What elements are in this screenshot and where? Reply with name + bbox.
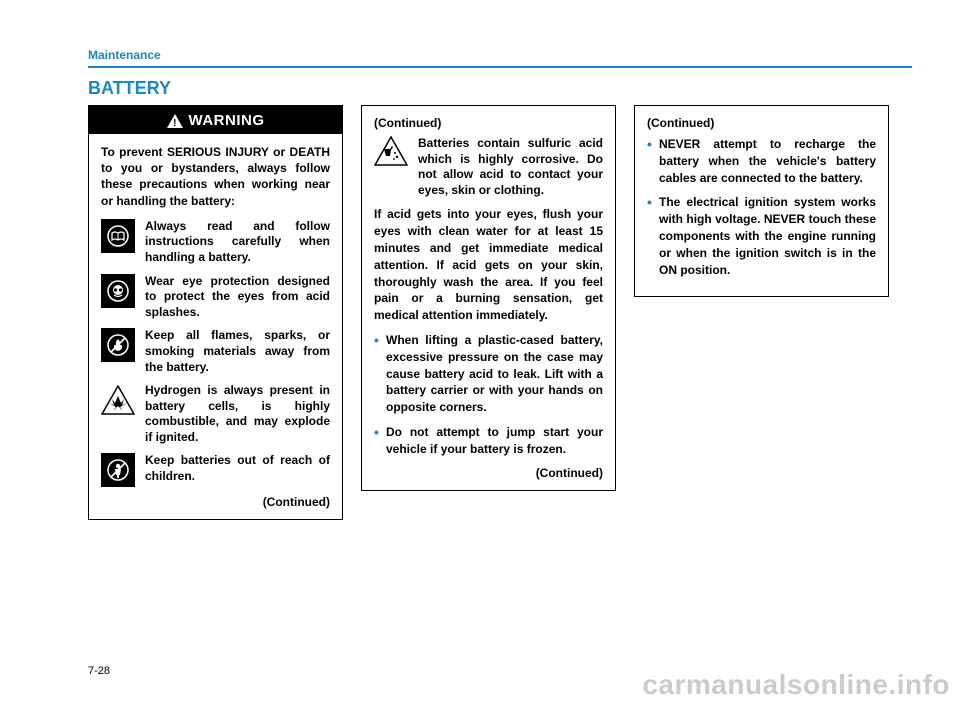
acid-icon bbox=[374, 136, 408, 166]
warning-triangle-icon: ! bbox=[167, 114, 183, 128]
acid-paragraph: If acid gets into your eyes, flush your … bbox=[374, 206, 603, 324]
warning-item-text: Keep all flames, sparks, or smoking mate… bbox=[145, 328, 330, 375]
header-rule bbox=[88, 66, 912, 68]
acid-row: Batteries contain sulfuric acid which is… bbox=[374, 136, 603, 198]
content-columns: ! WARNING To prevent SERIOUS INJURY or D… bbox=[88, 105, 912, 520]
manual-icon bbox=[101, 219, 135, 253]
warning-label: WARNING bbox=[189, 112, 265, 129]
section-header: Maintenance bbox=[88, 48, 912, 66]
warning-box: ! WARNING To prevent SERIOUS INJURY or D… bbox=[88, 105, 343, 520]
manual-page: Maintenance BATTERY ! WARNING To prevent… bbox=[0, 0, 960, 707]
acid-text: Batteries contain sulfuric acid which is… bbox=[418, 136, 603, 198]
warning-item-text: Keep batteries out of reach of children. bbox=[145, 453, 330, 484]
warning-item: Hydrogen is always present in battery ce… bbox=[101, 383, 330, 445]
col3-bullets: NEVER attempt to recharge the battery wh… bbox=[647, 136, 876, 278]
continued-header: (Continued) bbox=[647, 116, 876, 130]
continued-label: (Continued) bbox=[374, 466, 603, 480]
continued-box-2: (Continued) NEVER attempt to recharge th… bbox=[634, 105, 889, 297]
watermark: carmanualsonline.info bbox=[642, 669, 950, 701]
warning-item: Keep batteries out of reach of children. bbox=[101, 453, 330, 487]
continued-box-1: (Continued) Batteries contain sulfuric a… bbox=[361, 105, 616, 491]
continued-label: (Continued) bbox=[101, 495, 330, 509]
col2-bullets: When lifting a plastic-cased battery, ex… bbox=[374, 332, 603, 458]
warning-item: Always read and follow instructions care… bbox=[101, 219, 330, 266]
bullet-item: The electrical ignition system works wit… bbox=[647, 194, 876, 278]
no-children-icon bbox=[101, 453, 135, 487]
warning-item: Keep all flames, sparks, or smoking mate… bbox=[101, 328, 330, 375]
bullet-item: When lifting a plastic-cased battery, ex… bbox=[374, 332, 603, 416]
page-number: 7-28 bbox=[88, 665, 110, 677]
continued-body: (Continued) NEVER attempt to recharge th… bbox=[635, 106, 888, 296]
svg-text:!: ! bbox=[173, 118, 177, 128]
warning-item-text: Always read and follow instructions care… bbox=[145, 219, 330, 266]
warning-item-text: Wear eye protection designed to protect … bbox=[145, 274, 330, 321]
bullet-item: Do not attempt to jump start your vehicl… bbox=[374, 424, 603, 458]
warning-bar: ! WARNING bbox=[89, 106, 342, 134]
continued-header: (Continued) bbox=[374, 116, 603, 130]
explosion-icon bbox=[101, 383, 135, 417]
warning-item-text: Hydrogen is always present in battery ce… bbox=[145, 383, 330, 445]
warning-item: Wear eye protection designed to protect … bbox=[101, 274, 330, 321]
no-flame-icon bbox=[101, 328, 135, 362]
goggles-icon bbox=[101, 274, 135, 308]
warning-body: To prevent SERIOUS INJURY or DEATH to yo… bbox=[89, 134, 342, 519]
bullet-item: NEVER attempt to recharge the battery wh… bbox=[647, 136, 876, 186]
continued-body: (Continued) Batteries contain sulfuric a… bbox=[362, 106, 615, 490]
warning-intro: To prevent SERIOUS INJURY or DEATH to yo… bbox=[101, 144, 330, 209]
page-title: BATTERY bbox=[88, 78, 912, 99]
